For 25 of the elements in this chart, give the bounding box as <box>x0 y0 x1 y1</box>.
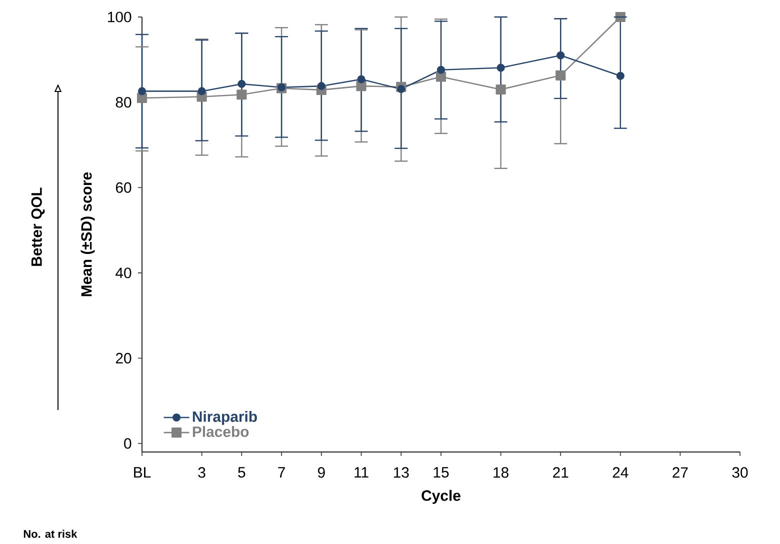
x-tick-label: 7 <box>278 467 285 478</box>
x-tick-label: 21 <box>553 467 568 478</box>
y-tick-label: 60 <box>116 182 132 193</box>
y-tick-label: 40 <box>116 268 132 278</box>
legend-label: Placebo <box>192 426 249 438</box>
y-tick-label: 20 <box>116 352 132 364</box>
y-tick-label: 80 <box>116 96 132 108</box>
x-tick-label: 9 <box>318 467 325 478</box>
x-tick-label: BL <box>134 467 151 478</box>
y-tick-label: 0 <box>124 438 132 449</box>
x-tick-label: 24 <box>612 467 628 478</box>
y-tick-label: 100 <box>108 12 132 22</box>
text: No. at risk <box>24 530 78 538</box>
legend-label: Niraparib <box>192 410 257 425</box>
x-tick-label: 5 <box>238 467 246 478</box>
x-axis-title: Cycle <box>422 490 460 504</box>
y-axis-title: Mean (±SD) score <box>80 172 95 296</box>
x-tick-label: 13 <box>394 467 409 478</box>
x-tick-label: 15 <box>434 467 449 478</box>
x-tick-label: 27 <box>672 467 688 478</box>
x-tick-label: 11 <box>354 467 368 478</box>
x-tick-label: 18 <box>494 467 508 478</box>
x-tick-label: 30 <box>732 467 748 478</box>
text: Better QOL <box>31 188 45 266</box>
x-tick-label: 3 <box>198 467 206 478</box>
